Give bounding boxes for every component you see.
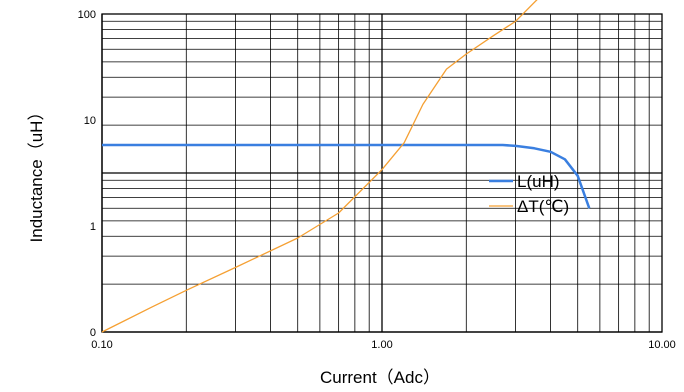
tick-labels: 0.10 1.00 10.00 0 1 10 100	[78, 9, 676, 351]
plot-frame	[101, 13, 663, 333]
series-line-l	[102, 143, 591, 209]
x-tick-label: 10.00	[648, 339, 676, 351]
y-axis-title: Inductance（uH）	[27, 104, 46, 243]
grid	[101, 14, 662, 333]
y-tick-label: 100	[78, 9, 96, 21]
series-line-delta-t	[101, 0, 538, 333]
legend: L(uH) ΔT(℃)	[489, 172, 569, 216]
series-lines	[101, 0, 591, 333]
x-axis-title: Current（Adc）	[320, 368, 440, 387]
legend-label-l: L(uH)	[517, 172, 560, 191]
y-tick-label: 10	[84, 115, 96, 127]
x-tick-label: 1.00	[371, 339, 392, 351]
y-tick-label: 0	[90, 327, 96, 339]
y-tick-label: 1	[90, 221, 96, 233]
legend-label-delta-t: ΔT(℃)	[517, 197, 569, 216]
x-tick-label: 0.10	[91, 339, 112, 351]
